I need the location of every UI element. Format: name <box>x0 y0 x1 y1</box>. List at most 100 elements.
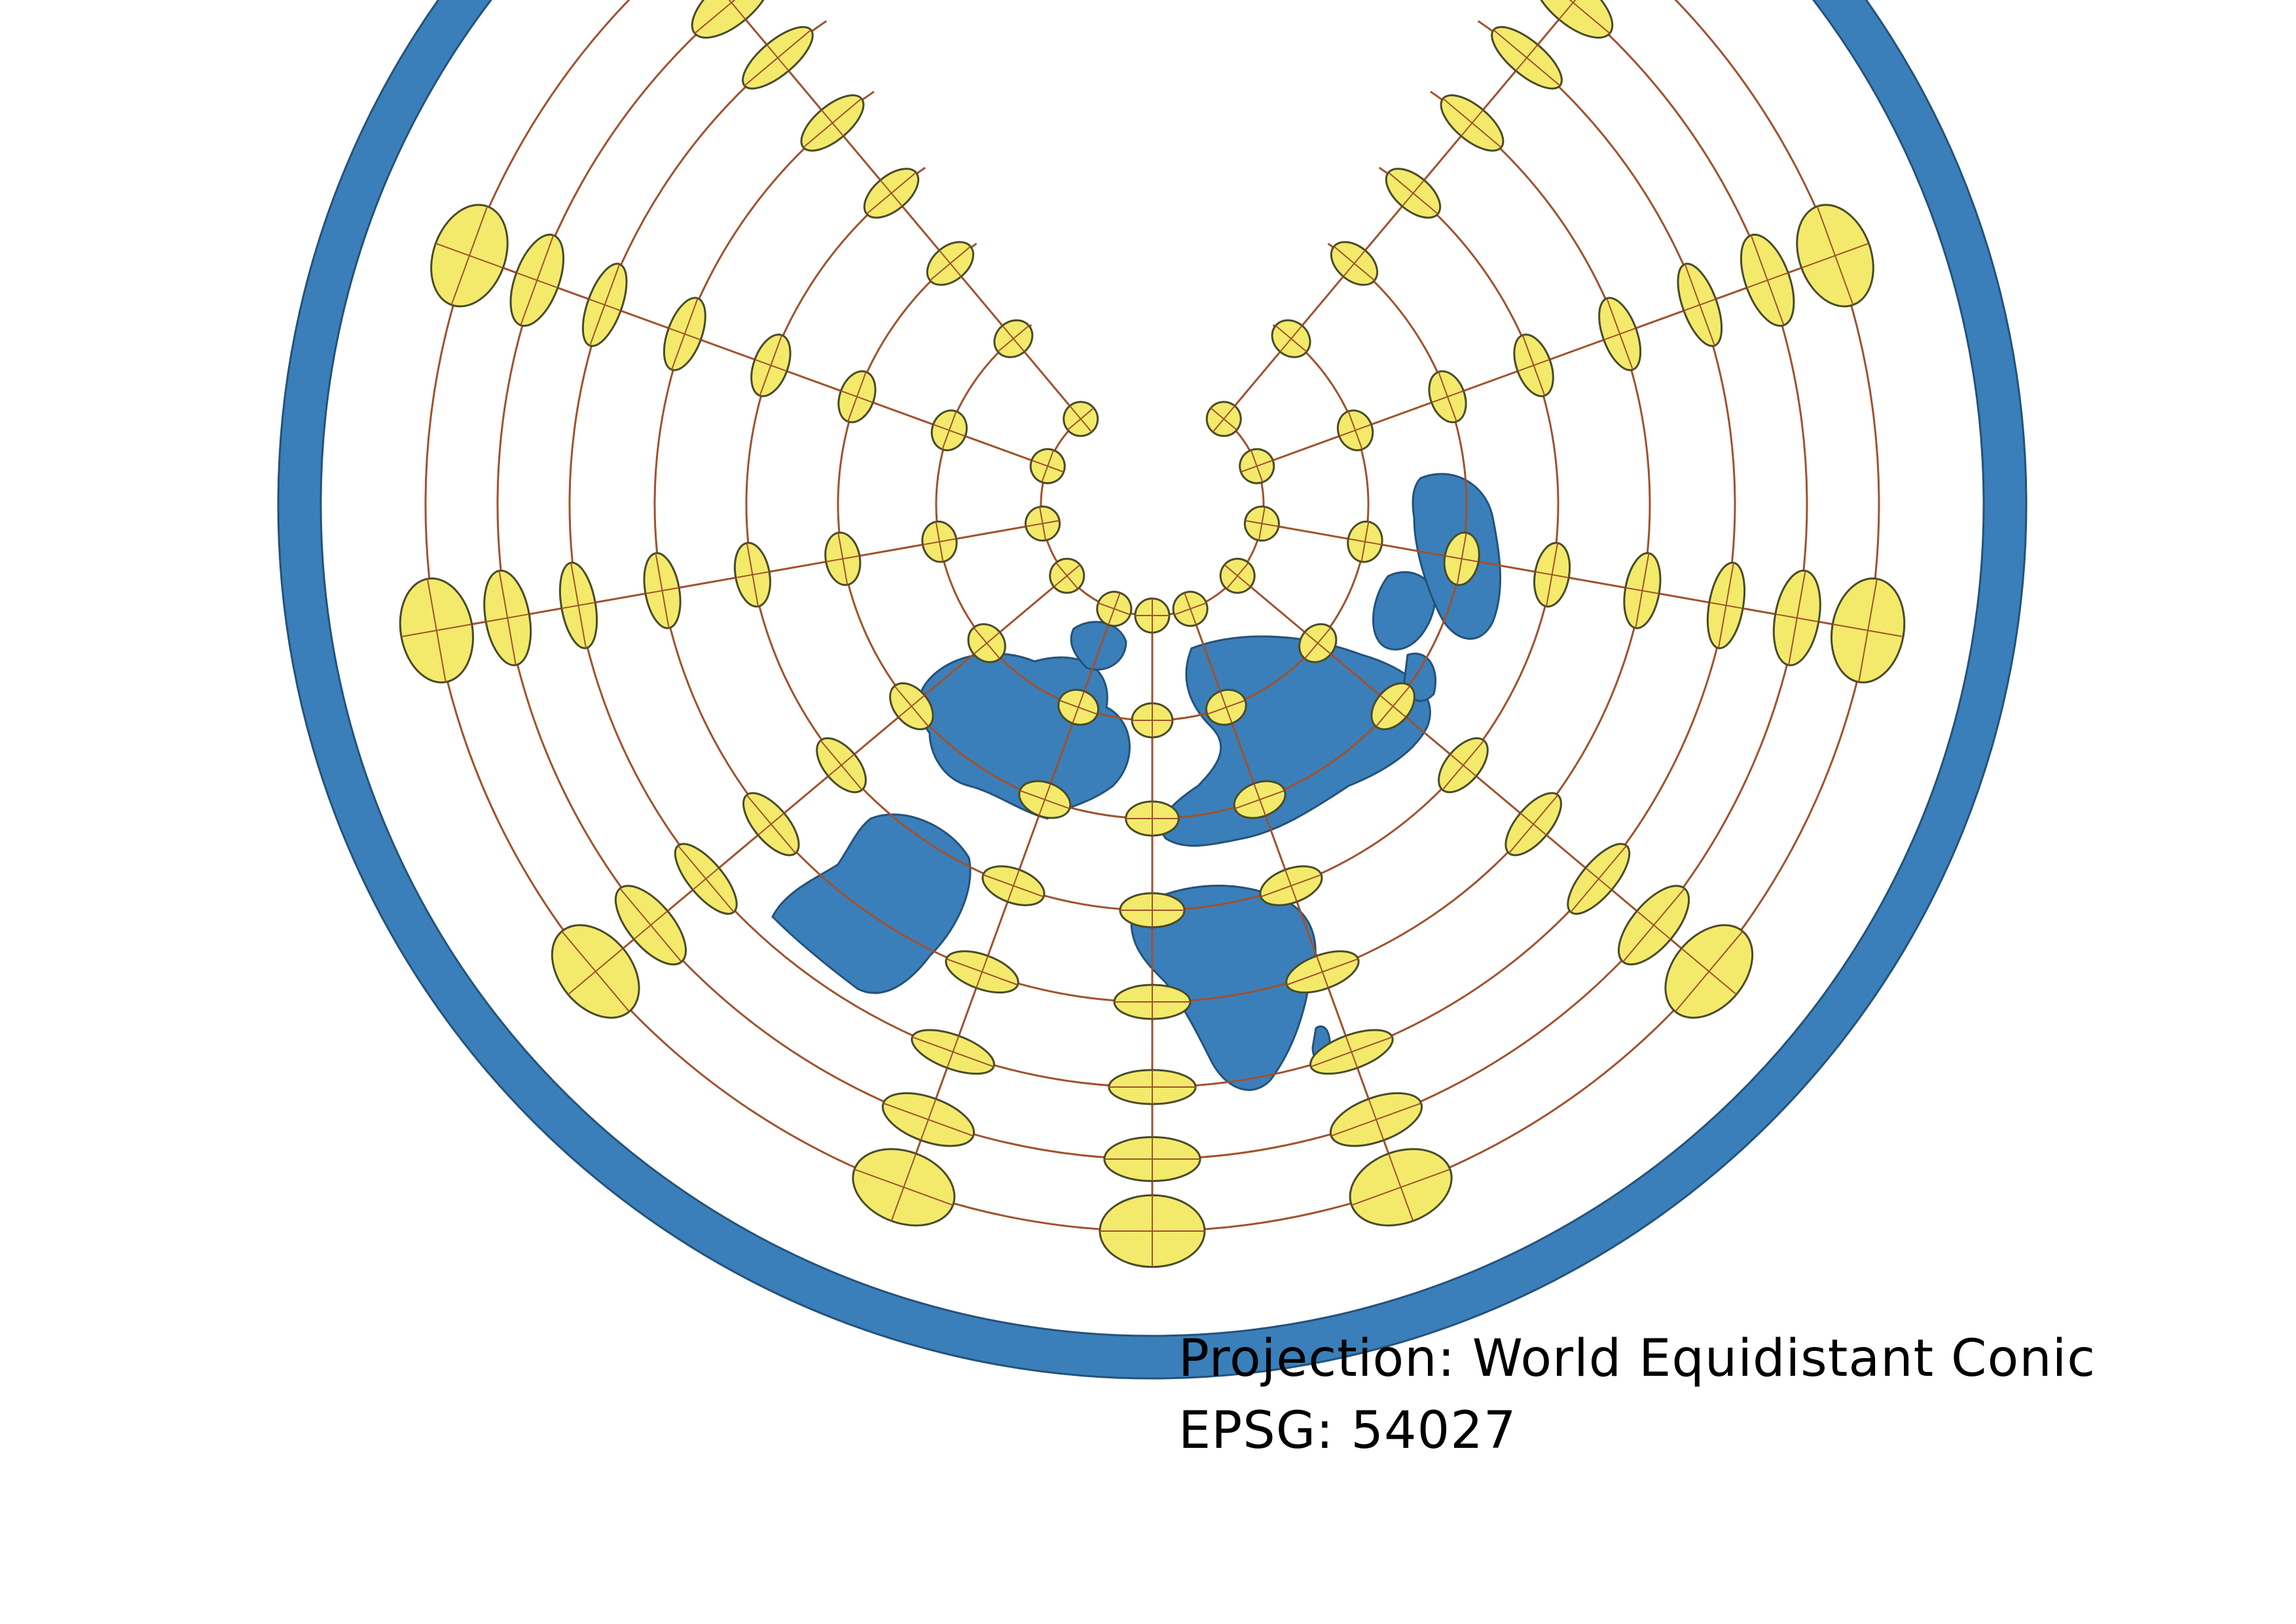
ellipse-axis <box>1224 564 1251 587</box>
tissot-ellipse <box>945 950 1019 994</box>
ellipse-axis <box>821 109 844 137</box>
tissot-ellipse <box>1438 737 1489 794</box>
tissot-ellipse <box>1349 1148 1453 1227</box>
tissot-ellipse <box>581 263 628 347</box>
ellipse-axis <box>898 695 925 718</box>
ellipse-axis <box>1746 272 1789 289</box>
tissot-ellipse <box>981 865 1046 906</box>
tissot-ellipse <box>558 561 598 650</box>
ellipse-axis <box>1343 249 1366 277</box>
tissot-ellipse <box>824 531 862 586</box>
tissot-ellipse <box>930 409 968 451</box>
ellipse-axis <box>946 1035 960 1069</box>
ellipse-axis <box>1431 390 1464 403</box>
ellipse-axis <box>938 249 962 277</box>
tissot-ellipse <box>1119 892 1186 929</box>
tissot-ellipse <box>1598 297 1642 371</box>
ellipse-axis <box>1625 587 1660 595</box>
ellipse-axis <box>933 424 966 437</box>
tissot-ellipse <box>1623 552 1662 629</box>
tissot-ellipse <box>1096 591 1133 627</box>
ellipse-axis <box>1279 325 1303 352</box>
antarctica-shape <box>277 0 2028 1380</box>
ellipse-axis <box>1304 631 1332 655</box>
ellipse-axis <box>1402 179 1425 207</box>
ellipse-axis <box>1801 242 1869 269</box>
tissot-ellipse <box>430 204 509 308</box>
ellipse-axis <box>401 623 472 638</box>
tissot-ellipse <box>1491 26 1563 90</box>
tissot-ellipse <box>742 26 814 90</box>
tissot-ellipse <box>800 94 865 152</box>
tissot-ellipse <box>1134 597 1171 634</box>
tissot-ellipse <box>1677 263 1723 347</box>
tissot-ellipse <box>1533 542 1571 608</box>
ellipse-axis <box>485 613 530 623</box>
ellipse-axis <box>879 179 903 207</box>
ellipse-axis <box>1517 359 1550 372</box>
ellipse-axis <box>1585 867 1613 891</box>
tissot-ellipse <box>1443 531 1480 586</box>
tissot-ellipse <box>551 924 640 1019</box>
ellipse-axis <box>1683 298 1717 312</box>
ellipse-axis <box>735 571 770 579</box>
ellipse-axis <box>516 272 558 289</box>
ellipse-axis <box>1387 1153 1414 1221</box>
ellipse-axis <box>754 359 788 372</box>
tissot-ellipse <box>691 0 772 39</box>
tissot-ellipse <box>1428 370 1467 424</box>
tissot-ellipse <box>509 233 565 327</box>
ellipse-axis <box>826 555 860 563</box>
tissot-ellipse <box>1063 401 1099 437</box>
ellipse-axis <box>645 587 680 595</box>
tissot-ellipse <box>614 885 687 966</box>
eurasia-shape <box>1161 635 1431 847</box>
ellipse-axis <box>1240 460 1273 473</box>
tissot-ellipse <box>1018 780 1072 819</box>
ellipse-axis <box>1220 691 1233 724</box>
tissot-ellipse <box>1336 409 1374 451</box>
tissot-ellipse <box>911 1029 995 1075</box>
tissot-ellipse <box>1271 319 1311 358</box>
tissot-ellipse <box>1370 682 1415 731</box>
tissot-ellipse <box>1131 702 1174 739</box>
tissot-ellipse <box>967 623 1006 663</box>
tissot-ellipse <box>1513 333 1554 397</box>
ellipse-axis <box>1285 869 1298 902</box>
tissot-ellipse <box>1440 94 1504 152</box>
tissot-ellipse <box>863 168 920 219</box>
tissot-ellipse <box>1025 506 1061 542</box>
tissot-ellipse <box>643 552 682 629</box>
projection-label: Projection: World Equidistant Conic <box>1178 1329 2096 1388</box>
tissot-ellipse <box>1504 792 1562 857</box>
antarctica-rim <box>277 0 2028 1380</box>
ellipse-axis <box>1002 325 1025 352</box>
ellipse-axis <box>1449 754 1477 777</box>
ellipse-axis <box>1069 405 1093 433</box>
ellipse-axis <box>1775 613 1819 623</box>
tissot-ellipse <box>1533 0 1614 39</box>
tissot-ellipse <box>399 577 475 684</box>
tissot-ellipse <box>1567 843 1631 915</box>
tissot-ellipse <box>1329 1092 1423 1147</box>
ellipse-axis <box>766 44 790 71</box>
ellipse-axis <box>1072 691 1085 724</box>
tissot-ellipse <box>1113 984 1192 1020</box>
ellipse-axis <box>1709 602 1743 610</box>
ellipse-axis <box>1535 571 1569 579</box>
tissot-ellipse <box>1099 1194 1206 1268</box>
ellipse-shape <box>1533 0 1614 39</box>
ellipse-axis <box>588 298 621 312</box>
ellipse-axis <box>668 327 701 341</box>
tissot-ellipse <box>926 241 975 286</box>
ellipse-axis <box>1558 0 1588 20</box>
tissot-ellipse <box>921 521 958 563</box>
ellipse-axis <box>1053 564 1081 587</box>
ellipse-axis <box>1108 592 1121 625</box>
tissot-ellipse <box>1205 688 1247 726</box>
ellipse-axis <box>1253 783 1267 816</box>
tissot-ellipse <box>852 1148 956 1227</box>
tissot-ellipse <box>1243 506 1280 542</box>
ellipse-axis <box>1184 592 1197 625</box>
ellipse-axis <box>1636 910 1671 940</box>
